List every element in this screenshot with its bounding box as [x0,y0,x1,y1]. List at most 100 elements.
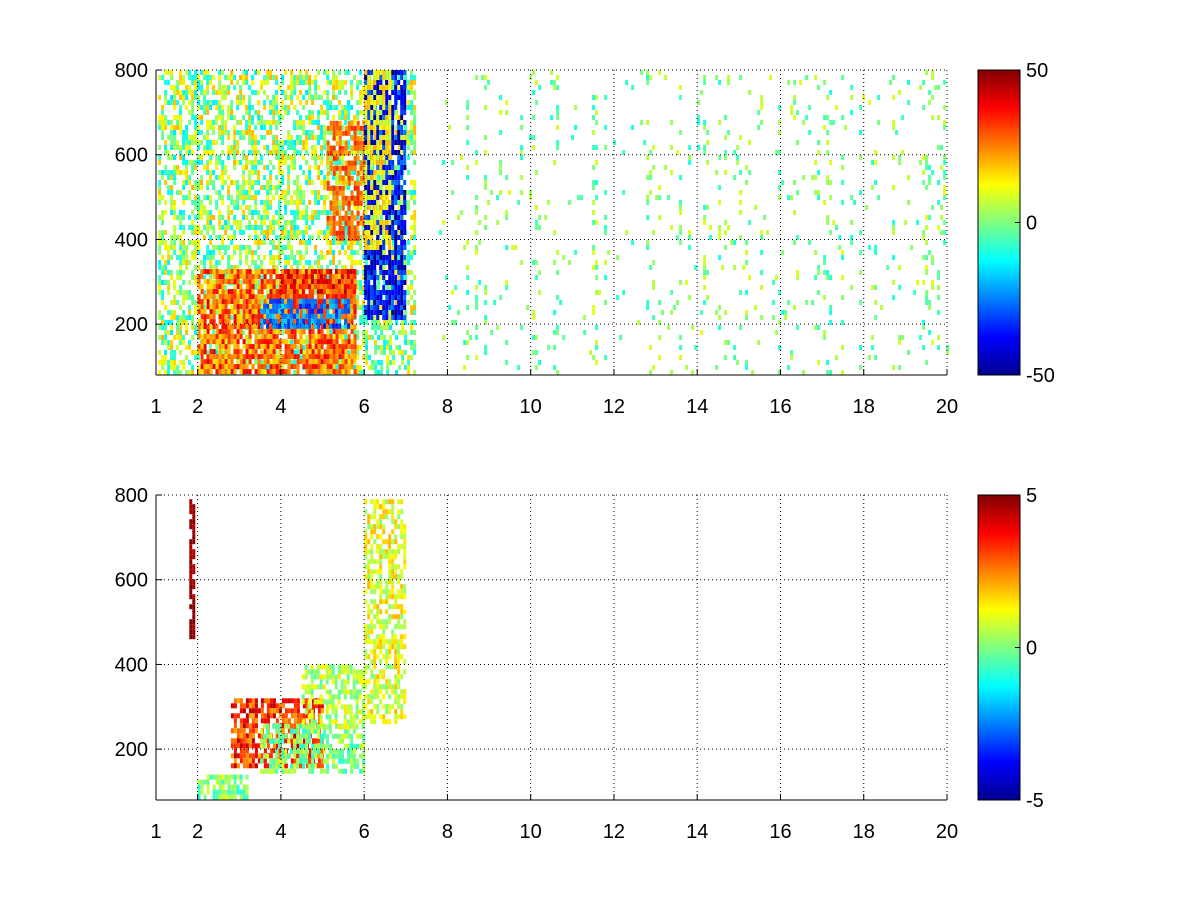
heatmap-cell [391,105,395,110]
heatmap-cell [188,215,192,220]
heatmap-cell [364,255,368,260]
heatmap-cell [326,95,330,100]
heatmap-cell [200,260,204,265]
heatmap-cell [158,180,162,185]
heatmap-cell [275,190,279,195]
heatmap-cell [338,344,342,350]
heatmap-cell [173,125,177,130]
heatmap-cell [206,150,210,155]
heatmap-cell [325,269,329,275]
heatmap-cell [371,360,375,365]
heatmap-cell [413,115,417,120]
heatmap-cell [242,344,246,350]
heatmap-cell [194,115,198,120]
heatmap-cell [170,345,174,350]
heatmap-cell [367,135,371,140]
heatmap-cell [221,85,225,90]
heatmap-cell [263,364,267,370]
heatmap-cell [313,284,317,290]
heatmap-cell [373,130,377,135]
heatmap-cell [367,160,371,165]
heatmap-cell [290,135,294,140]
heatmap-cell [320,195,324,200]
heatmap-cell [251,255,255,260]
heatmap-cell [359,260,363,265]
heatmap-cell [176,325,180,330]
heatmap-cell [290,364,294,370]
heatmap-cell [391,175,395,180]
heatmap-cell [305,225,309,230]
heatmap-cell [385,125,389,130]
heatmap-cell [254,170,258,175]
heatmap-cell [158,325,162,330]
heatmap-cell [203,279,207,285]
heatmap-cell [233,160,237,165]
heatmap-cell [394,180,398,185]
heatmap-cell [161,325,165,330]
heatmap-cell [326,140,330,146]
heatmap-cell [394,215,398,220]
heatmap-cell [185,135,189,140]
heatmap-cell [329,225,333,231]
heatmap-cell [218,279,222,285]
heatmap-cell [410,345,414,350]
heatmap-cell [263,308,267,314]
heatmap-cell [326,75,330,80]
heatmap-cell [305,90,309,95]
heatmap-cell [362,340,366,345]
heatmap-cell [332,80,336,85]
heatmap-cell [395,130,399,135]
heatmap-cell [311,215,315,220]
heatmap-cell [413,215,417,220]
heatmap-cell [305,175,309,180]
heatmap-cell [188,295,192,300]
heatmap-cell [260,354,264,360]
heatmap-cell [367,280,371,285]
heatmap-cell [329,150,333,156]
heatmap-cell [164,355,168,360]
heatmap-cell [326,275,330,280]
heatmap-cell [200,284,204,290]
heatmap-cell [391,115,395,120]
heatmap-cell [353,165,357,171]
heatmap-cell [218,220,222,225]
heatmap-cell [266,210,270,215]
heatmap-cell [364,135,368,140]
heatmap-cell [359,130,363,135]
heatmap-cell [272,323,276,329]
heatmap-cell [380,345,384,350]
heatmap-cell [410,225,414,230]
heatmap-cell [263,230,267,235]
heatmap-cell [311,313,315,319]
heatmap-cell [299,75,303,80]
heatmap-cell [269,225,273,230]
heatmap-cell [356,285,360,290]
heatmap-cell [194,120,198,125]
heatmap-cell [218,274,222,280]
heatmap-cell [212,314,216,320]
heatmap-cell [413,125,417,130]
heatmap-cell [386,345,390,350]
heatmap-cell [305,75,309,80]
heatmap-cell [236,279,240,285]
heatmap-cell [161,120,165,125]
heatmap-cell [359,80,363,85]
heatmap-cell [158,145,162,150]
heatmap-cell [344,265,348,270]
heatmap-cell [188,260,192,265]
heatmap-cell [185,145,189,150]
heatmap-cell [191,95,195,100]
heatmap-cell [212,75,216,80]
heatmap-cell [206,329,210,335]
heatmap-cell [373,290,377,295]
heatmap-cell [182,210,186,215]
heatmap-cell [388,105,392,110]
heatmap-cell [382,300,386,305]
heatmap-cell [185,290,189,295]
heatmap-cell [403,85,407,90]
heatmap-cell [344,80,348,85]
heatmap-cell [191,350,195,355]
heatmap-cell [287,175,291,180]
heatmap-cell [203,364,207,370]
heatmap-cell [164,340,168,345]
